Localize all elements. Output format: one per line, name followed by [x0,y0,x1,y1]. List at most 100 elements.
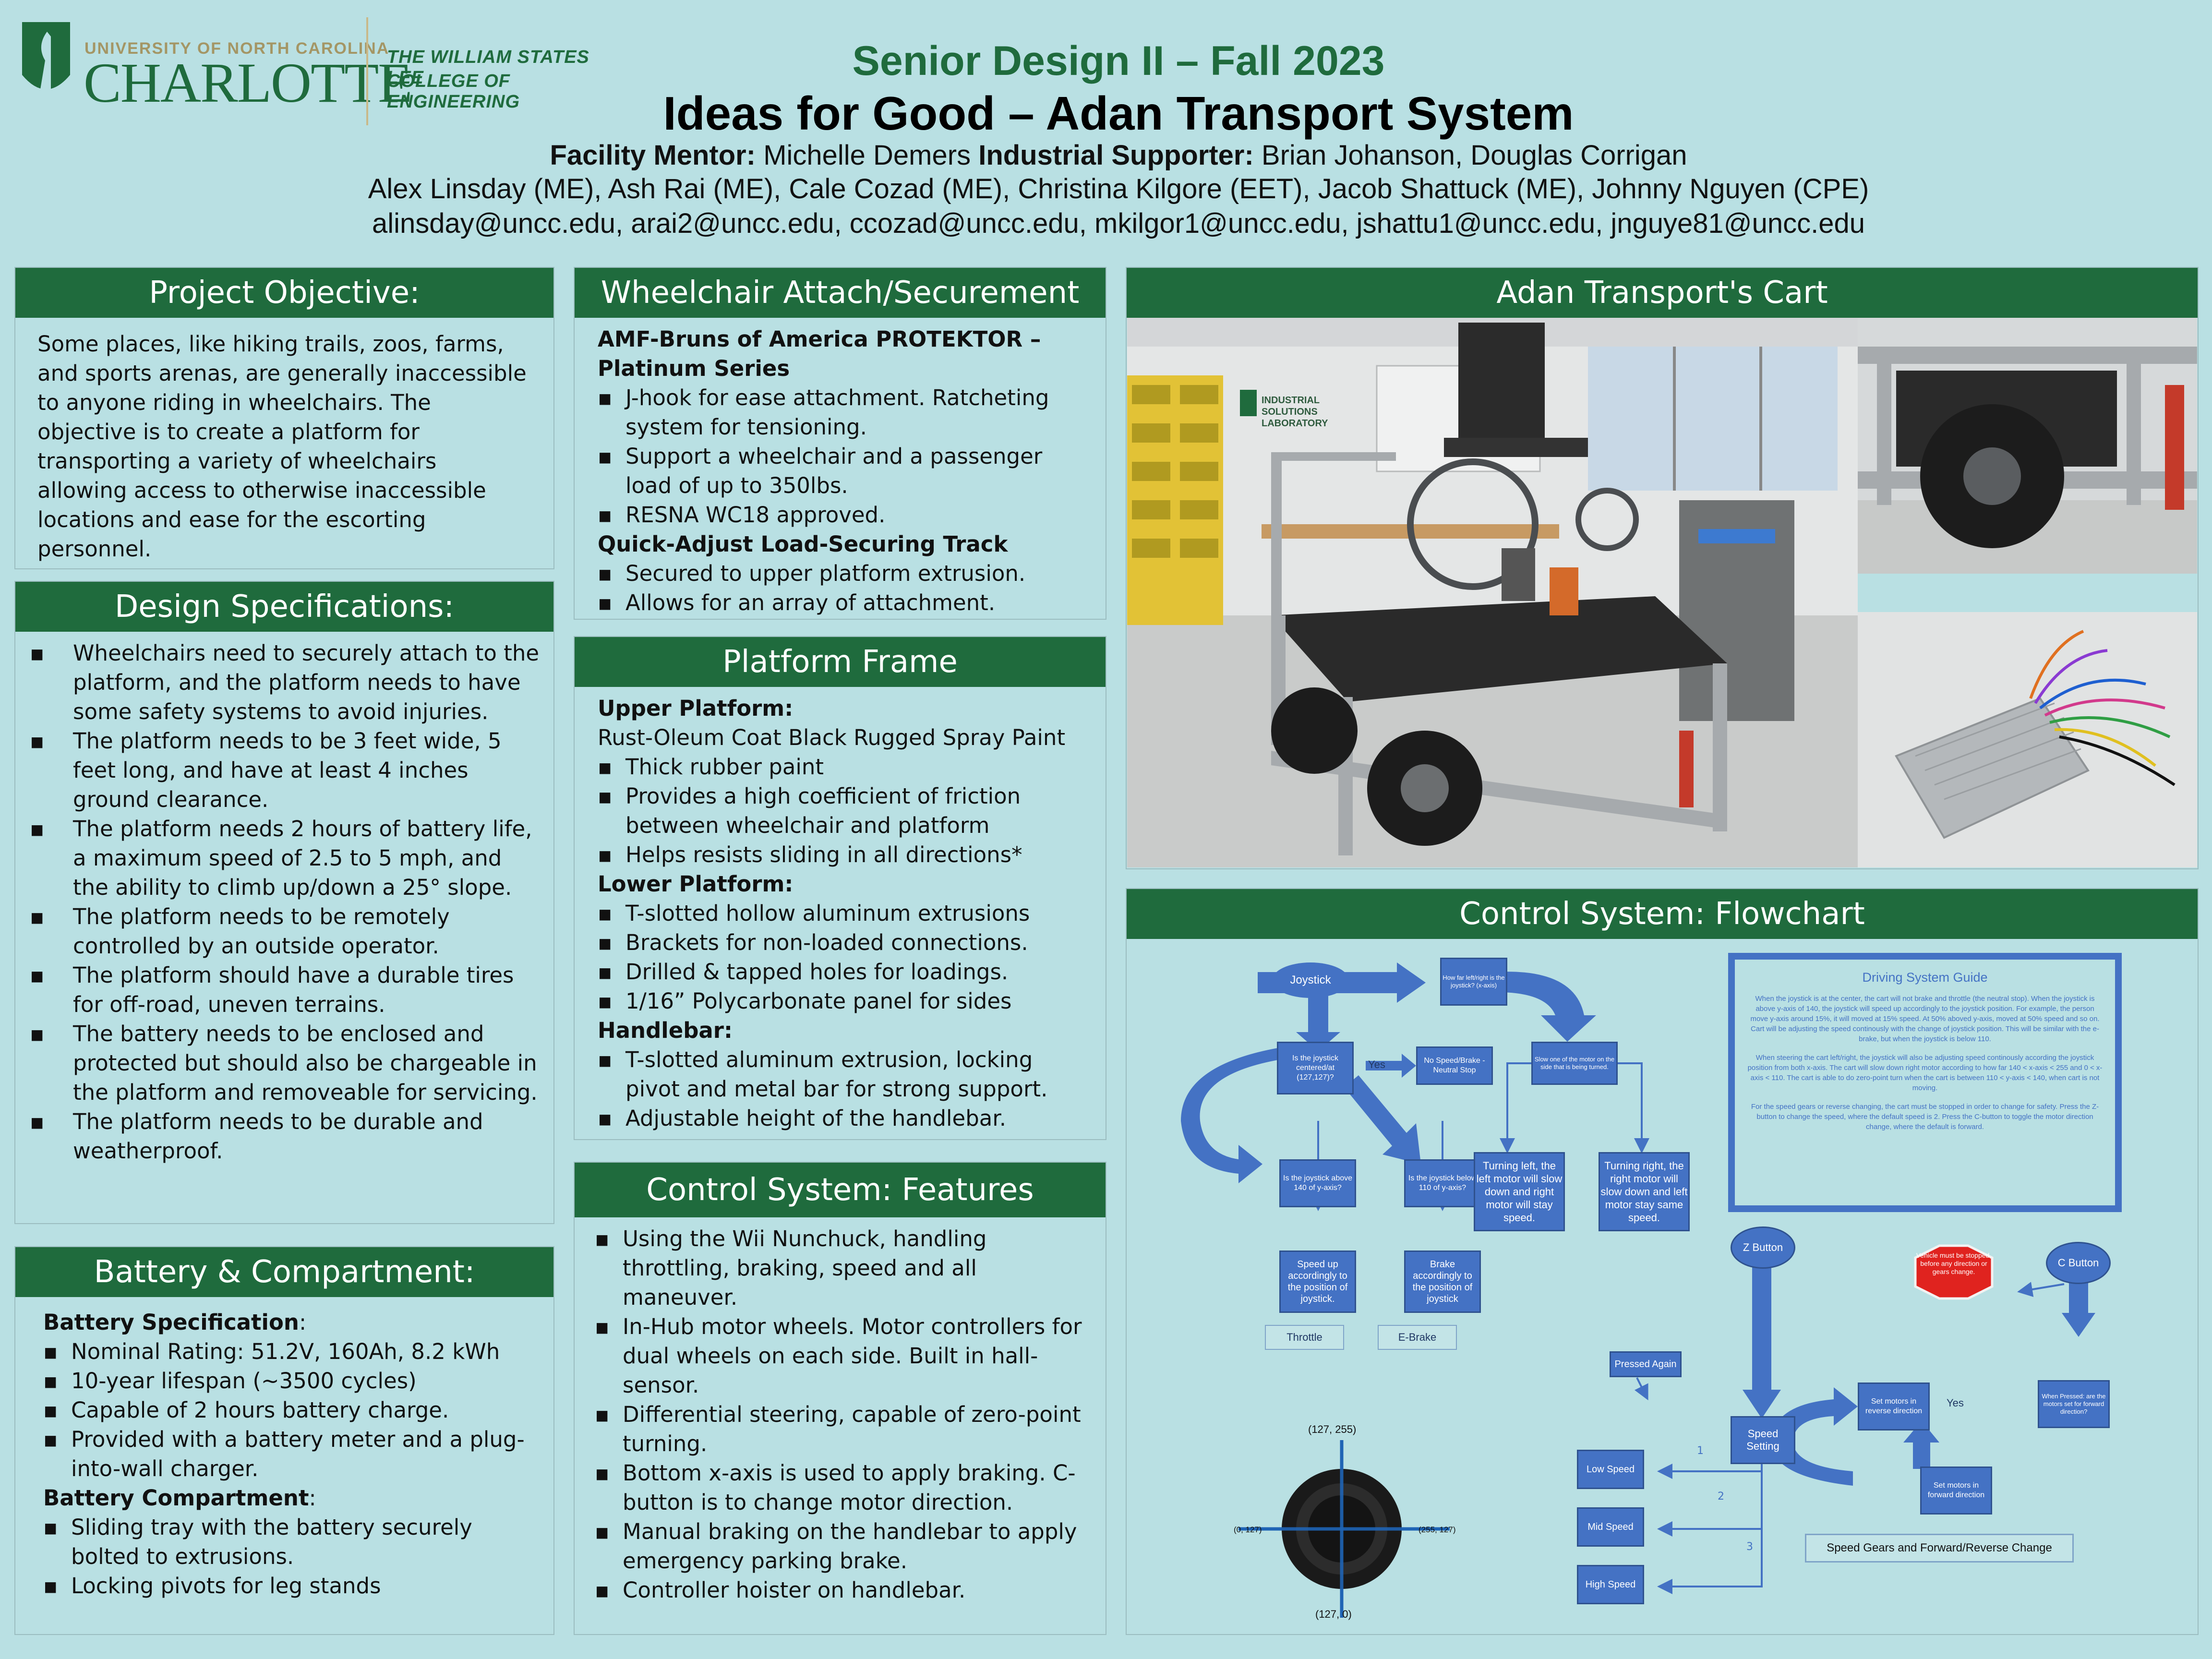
logo-university-text: UNIVERSITY OF NORTH CAROLINA [84,39,390,58]
gear-2-label: 2 [1718,1491,1724,1503]
coord-top: (127, 255) [1308,1423,1357,1435]
flowchart: Joystick How far left/right is the joyst… [1128,938,2199,1630]
slow-side-node: Slow one of the motor on the side that i… [1531,1042,1618,1085]
objective-panel: Project Objective: Some places, like hik… [14,267,554,569]
joystick-node: Joystick [1272,962,1349,998]
throttle-label: Throttle [1265,1325,1344,1350]
team-members: Alex Linsday (ME), Ash Rai (ME), Cale Co… [368,173,1869,204]
logo-college-line1: THE WILLIAM STATES LEE [387,47,589,88]
lab-sign-text: INDUSTRIAL SOLUTIONS LABORATORY [1262,395,1328,429]
frame-detail-illustration [1858,318,2197,574]
uncc-logo: UNIVERSITY OF NORTH CAROLINA CHARLOTTE T… [17,17,593,128]
wheelchair-item: RESNA WC18 approved. [598,500,1091,529]
frame-item: Thick rubber paint [598,752,1091,781]
pressed-again-node: Pressed Again [1610,1351,1682,1377]
speed-setting-node: Speed Setting [1731,1416,1795,1464]
wheelchair-track: Quick-Adjust Load-Securing Track [598,531,1008,557]
objective-heading: Project Objective: [15,268,553,318]
spec-item: The platform should have a durable tires… [30,961,540,1019]
spec-item: The platform needs to be remotely contro… [30,902,540,961]
frame-item: T-slotted hollow aluminum extrusions [598,899,1091,928]
team-emails: alinsday@uncc.edu, arai2@uncc.edu, ccoza… [372,208,1865,239]
specs-heading: Design Specifications: [15,582,553,632]
guide-paragraph: For the speed gears or reverse changing,… [1751,1103,2099,1131]
set-reverse-node: Set motors in reverse direction [1858,1382,1930,1431]
wheelchair-panel: Wheelchair Attach/Securement AMF-Bruns o… [574,267,1106,620]
gear-3-label: 3 [1746,1541,1753,1553]
turn-right-node: Turning right, the right motor will slow… [1599,1152,1690,1231]
frame-item: Adjustable height of the handlebar. [598,1104,1091,1133]
battery-comp-label: Battery Compartment [43,1485,309,1511]
gear-1-label: 1 [1697,1445,1704,1457]
feature-item: Manual braking on the handlebar to apply… [595,1517,1089,1575]
turn-left-node: Turning left, the left motor will slow d… [1474,1152,1565,1231]
specs-list: Wheelchairs need to securely attach to t… [30,638,540,1166]
speedup-node: Speed up accordingly to the position of … [1279,1250,1356,1313]
neutral-node: No Speed/Brake - Neutral Stop [1416,1046,1493,1085]
wheelchair-item: J-hook for ease attachment. Ratcheting s… [598,383,1091,442]
guide-paragraph: When the joystick is at the center, the … [1750,995,2100,1043]
spec-item: Wheelchairs need to securely attach to t… [30,638,540,726]
wheelchair-item: Support a wheelchair and a passenger loa… [598,442,1091,500]
supporter-label: Industrial Supporter: [978,140,1254,171]
leftright-node: How far left/right is the joystick? (x-a… [1440,958,1507,1006]
mentors-line: Facility Mentor: Michelle Demers Industr… [288,139,1949,171]
guide-paragraph: When steering the cart left/right, the j… [1747,1054,2103,1092]
motor-controller-illustration [1858,612,2197,867]
when-pressed-node: When Pressed: are the motors set for for… [2038,1380,2110,1428]
battery-spec-item: Capable of 2 hours battery charge. [43,1395,534,1425]
yes-label-1: Yes [1368,1058,1385,1070]
frame-lower-list: T-slotted hollow aluminum extrusions Bra… [598,899,1091,1016]
cart-heading: Adan Transport's Cart [1127,268,2198,318]
feature-item: In-Hub motor wheels. Motor controllers f… [595,1312,1089,1400]
uncc-crown-icon [22,22,70,89]
battery-heading: Battery & Compartment: [15,1247,553,1297]
wheelchair-item: Secured to upper platform extrusion. [598,559,1091,588]
logo-college-line2: COLLEGE OF ENGINEERING [387,71,520,112]
mentor-label: Facility Mentor: [550,140,756,171]
wheelchair-item: Allows for an array of attachment. [598,588,1091,617]
feature-item: Using the Wii Nunchuck, handling throttl… [595,1224,1089,1312]
battery-spec-item: 10-year lifespan (~3500 cycles) [43,1366,534,1395]
spec-item: The platform needs to be 3 feet wide, 5 … [30,726,540,814]
guide-title: Driving System Guide [1862,970,1988,985]
yes-label-2: Yes [1947,1397,1964,1409]
wheelchair-product-list: J-hook for ease attachment. Ratcheting s… [598,383,1091,529]
battery-spec-item: Provided with a battery meter and a plug… [43,1425,534,1483]
ebrake-label: E-Brake [1378,1325,1457,1350]
driving-guide-box: Driving System Guide When the joystick i… [1728,953,2122,1212]
frame-item: Brackets for non-loaded connections. [598,928,1091,957]
frame-item: Drilled & tapped holes for loadings. [598,957,1091,986]
battery-spec-label: Battery Specification [43,1310,299,1335]
stop-sign-text: Vehicle must be stopped, before any dire… [1916,1251,1992,1275]
frame-detail-photo [1858,318,2197,574]
battery-comp-item: Sliding tray with the battery securely b… [43,1513,534,1571]
z-button-node: Z Button [1731,1226,1795,1269]
above-node: Is the joystick above 140 of y-axis? [1279,1159,1356,1207]
frame-handle-label: Handlebar: [598,1018,733,1043]
logo-divider [366,17,368,125]
wheelchair-product: AMF-Bruns of America PROTEKTOR – Platinu… [598,326,1041,381]
spec-item: The platform needs 2 hours of battery li… [30,814,540,902]
supporter-names: Brian Johanson, Douglas Corrigan [1261,140,1687,171]
c-button-node: C Button [2046,1242,2111,1284]
objective-text: Some places, like hiking trails, zoos, f… [37,331,527,562]
cart-photo: INDUSTRIAL SOLUTIONS LABORATORY [1127,318,1858,867]
poster-title: Ideas for Good – Adan Transport System [663,87,1574,140]
cart-photo-illustration [1127,318,1858,867]
coord-bottom: (127, 0) [1315,1608,1352,1620]
frame-heading: Platform Frame [575,637,1106,687]
frame-upper-list: Thick rubber paint Provides a high coeff… [598,752,1091,869]
battery-spec-item: Nominal Rating: 51.2V, 160Ah, 8.2 kWh [43,1337,534,1366]
specs-panel: Design Specifications: Wheelchairs need … [14,581,554,1224]
motor-controller-photo [1858,612,2197,867]
features-panel: Control System: Features Using the Wii N… [574,1162,1106,1635]
course-title: Senior Design II – Fall 2023 [852,38,1385,84]
mentor-name: Michelle Demers [763,140,971,171]
wheelchair-heading: Wheelchair Attach/Securement [575,268,1106,318]
high-speed-node: High Speed [1577,1565,1644,1604]
low-speed-node: Low Speed [1577,1450,1644,1489]
below-node: Is the joystick below 110 of y-axis? [1404,1159,1481,1207]
spec-item: The platform needs to be durable and wea… [30,1107,540,1166]
frame-item: Provides a high coefficient of friction … [598,781,1091,840]
